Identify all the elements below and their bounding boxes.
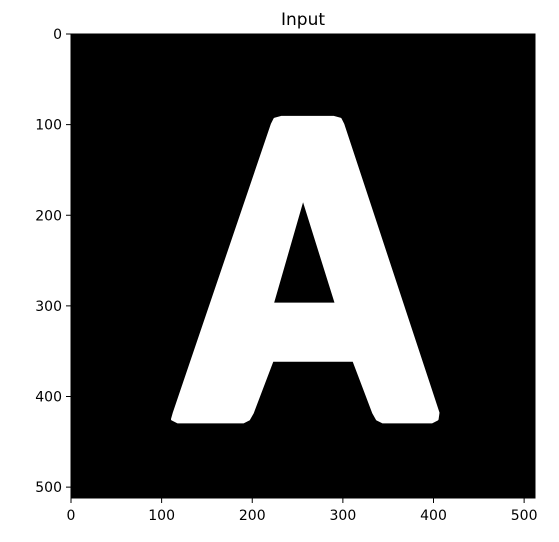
image-background <box>71 34 535 498</box>
x-axis: 0 100 200 300 400 500 <box>67 498 538 524</box>
x-tick-label: 200 <box>239 508 266 524</box>
x-tick-label: 0 <box>67 508 76 524</box>
x-tick-label: 500 <box>511 508 538 524</box>
x-tick-label: 100 <box>148 508 175 524</box>
axes-frame <box>70 33 536 499</box>
x-tick-label: 400 <box>420 508 447 524</box>
plot-area <box>70 33 536 499</box>
chart-title: Input <box>281 10 325 30</box>
y-axis: 0 100 200 300 400 500 <box>35 27 71 496</box>
x-tick-label: 300 <box>330 508 357 524</box>
y-tick-label: 500 <box>35 480 62 496</box>
y-tick-label: 200 <box>35 208 62 224</box>
y-tick-label: 0 <box>53 27 62 43</box>
letter-a-shape <box>171 115 440 424</box>
y-tick-label: 300 <box>35 299 62 315</box>
y-tick-label: 100 <box>35 118 62 134</box>
y-tick-label: 400 <box>35 390 62 406</box>
